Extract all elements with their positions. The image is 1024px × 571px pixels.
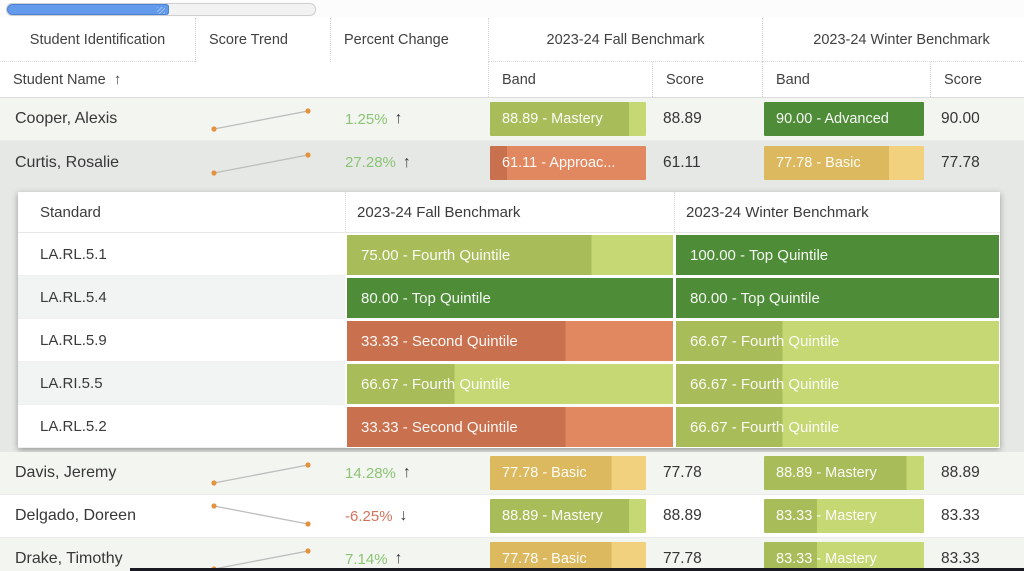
winter-band-bar: 100.00 - Top Quintile bbox=[676, 235, 999, 275]
detail-col-fall: 2023-24 Fall Benchmark bbox=[345, 192, 674, 232]
trend-up-icon: ↑ bbox=[402, 464, 411, 481]
fall-score: 77.78 bbox=[663, 550, 702, 567]
col-header-score-trend: Score Trend bbox=[195, 18, 330, 62]
subcol-header-winter-band: Band bbox=[762, 62, 930, 97]
score-trend-sparkline bbox=[195, 98, 330, 140]
fall-band-bar: 80.00 - Top Quintile bbox=[347, 278, 673, 318]
percent-change-cell: 14.28% ↑ bbox=[330, 452, 488, 494]
col-header-fall-benchmark: 2023-24 Fall Benchmark bbox=[488, 18, 762, 62]
detail-col-standard: Standard bbox=[40, 203, 101, 221]
fall-score: 88.89 bbox=[663, 507, 702, 524]
student-row-davis-jeremy[interactable]: Davis, Jeremy 14.28% ↑ 77.78 - Basic 77.… bbox=[0, 452, 1024, 495]
percent-change-value: 1.25% bbox=[345, 110, 388, 128]
percent-change-cell: -6.25% ↓ bbox=[330, 495, 488, 537]
fall-band-bar: 75.00 - Fourth Quintile bbox=[347, 235, 673, 275]
fall-band-bar: 88.89 - Mastery bbox=[490, 102, 646, 136]
standard-name: LA.RL.5.2 bbox=[18, 405, 345, 448]
col-header-winter-benchmark: 2023-24 Winter Benchmark bbox=[762, 18, 1024, 62]
percent-change-value: 7.14% bbox=[345, 550, 388, 568]
winter-score: 77.78 bbox=[941, 153, 980, 171]
table-header: Student Identification Score Trend Perce… bbox=[0, 18, 1024, 98]
standard-row-la-rl-5-4: LA.RL.5.4 80.00 - Top Quintile 80.00 - T… bbox=[18, 276, 1000, 319]
standard-row-la-rl-5-1: LA.RL.5.1 75.00 - Fourth Quintile 100.00… bbox=[18, 233, 1000, 276]
fall-band-bar: 33.33 - Second Quintile bbox=[347, 407, 673, 447]
winter-band-bar: 66.67 - Fourth Quintile bbox=[676, 364, 999, 404]
student-name: Drake, Timothy bbox=[15, 550, 123, 567]
trend-down-icon: ↓ bbox=[399, 507, 408, 524]
winter-band-bar: 66.67 - Fourth Quintile bbox=[676, 407, 999, 447]
winter-score: 88.89 bbox=[941, 464, 980, 481]
winter-band-bar: 80.00 - Top Quintile bbox=[676, 278, 999, 318]
fall-band-bar: 88.89 - Mastery bbox=[490, 499, 646, 533]
subcol-header-fall-band: Band bbox=[488, 62, 652, 97]
standard-row-la-rl-5-9: LA.RL.5.9 33.33 - Second Quintile 66.67 … bbox=[18, 319, 1000, 362]
subcol-header-winter-score: Score bbox=[930, 62, 1024, 97]
fall-score: 88.89 bbox=[663, 110, 702, 127]
winter-band-bar: 90.00 - Advanced bbox=[764, 102, 924, 136]
fall-band-bar: 61.11 - Approac... bbox=[490, 145, 646, 180]
scrollbar-grip-icon bbox=[157, 7, 165, 14]
winter-band-bar: 83.33 - Mastery bbox=[764, 499, 924, 533]
score-trend-sparkline bbox=[195, 495, 330, 537]
standard-name: LA.RI.5.5 bbox=[18, 362, 345, 405]
standard-name: LA.RL.5.4 bbox=[18, 276, 345, 319]
fall-score: 77.78 bbox=[663, 464, 702, 481]
percent-change-value: 14.28% bbox=[345, 464, 396, 482]
student-name: Delgado, Doreen bbox=[15, 507, 136, 524]
trend-up-icon: ↑ bbox=[394, 550, 403, 567]
score-trend-sparkline bbox=[195, 452, 330, 494]
fall-band-bar: 77.78 - Basic bbox=[490, 456, 646, 490]
col-header-student-identification: Student Identification bbox=[0, 18, 195, 62]
student-name: Davis, Jeremy bbox=[15, 464, 117, 481]
score-trend-sparkline bbox=[195, 538, 330, 571]
col-header-percent-change: Percent Change bbox=[330, 18, 488, 62]
window-bottom-edge bbox=[130, 568, 1024, 571]
student-name: Curtis, Rosalie bbox=[15, 153, 120, 171]
horizontal-scroll-strip bbox=[0, 0, 1024, 18]
winter-band-bar: 77.78 - Basic bbox=[764, 145, 924, 180]
detail-header: Standard 2023-24 Fall Benchmark 2023-24 … bbox=[18, 192, 1000, 233]
student-name: Cooper, Alexis bbox=[15, 110, 118, 127]
sort-ascending-icon[interactable]: ↑ bbox=[113, 71, 122, 88]
horizontal-scrollbar-track[interactable] bbox=[6, 3, 316, 16]
standard-name: LA.RL.5.9 bbox=[18, 319, 345, 362]
fall-band-bar: 33.33 - Second Quintile bbox=[347, 321, 673, 361]
winter-band-bar: 88.89 - Mastery bbox=[764, 456, 924, 490]
horizontal-scrollbar-thumb[interactable] bbox=[7, 4, 169, 15]
student-row-cooper-alexis[interactable]: Cooper, Alexis 1.25% ↑ 88.89 - Mastery 8… bbox=[0, 98, 1024, 141]
standard-name: LA.RL.5.1 bbox=[18, 233, 345, 276]
percent-change-cell: 27.28% ↑ bbox=[330, 141, 488, 184]
winter-score: 83.33 bbox=[941, 550, 980, 567]
score-trend-sparkline bbox=[195, 141, 330, 184]
standard-row-la-rl-5-2: LA.RL.5.2 33.33 - Second Quintile 66.67 … bbox=[18, 405, 1000, 448]
percent-change-cell: 7.14% ↑ bbox=[330, 538, 488, 571]
percent-change-value: -6.25% bbox=[345, 507, 393, 525]
trend-up-icon: ↑ bbox=[402, 153, 411, 171]
winter-score: 90.00 bbox=[941, 110, 980, 127]
trend-up-icon: ↑ bbox=[394, 110, 403, 127]
fall-band-bar: 66.67 - Fourth Quintile bbox=[347, 364, 673, 404]
percent-change-value: 27.28% bbox=[345, 154, 396, 171]
subcol-header-fall-score: Score bbox=[652, 62, 762, 97]
fall-band-bar: 77.78 - Basic bbox=[490, 542, 646, 571]
student-row-drake-timothy[interactable]: Drake, Timothy 7.14% ↑ 77.78 - Basic 77.… bbox=[0, 538, 1024, 571]
sort-header-student-name[interactable]: Student Name ↑ bbox=[13, 71, 122, 88]
fall-score: 61.11 bbox=[663, 153, 701, 171]
student-row-curtis-rosalie[interactable]: Curtis, Rosalie 27.28% ↑ 61.11 - Approac… bbox=[0, 141, 1024, 184]
percent-change-cell: 1.25% ↑ bbox=[330, 98, 488, 140]
student-row-delgado-doreen[interactable]: Delgado, Doreen -6.25% ↓ 88.89 - Mastery… bbox=[0, 495, 1024, 538]
standards-detail-card: Standard 2023-24 Fall Benchmark 2023-24 … bbox=[18, 192, 1000, 448]
standard-row-la-ri-5-5: LA.RI.5.5 66.67 - Fourth Quintile 66.67 … bbox=[18, 362, 1000, 405]
winter-band-bar: 83.33 - Mastery bbox=[764, 542, 924, 571]
expanded-row-region: Standard 2023-24 Fall Benchmark 2023-24 … bbox=[0, 184, 1024, 452]
winter-band-bar: 66.67 - Fourth Quintile bbox=[676, 321, 999, 361]
detail-col-winter: 2023-24 Winter Benchmark bbox=[674, 192, 1000, 232]
winter-score: 83.33 bbox=[941, 507, 980, 524]
